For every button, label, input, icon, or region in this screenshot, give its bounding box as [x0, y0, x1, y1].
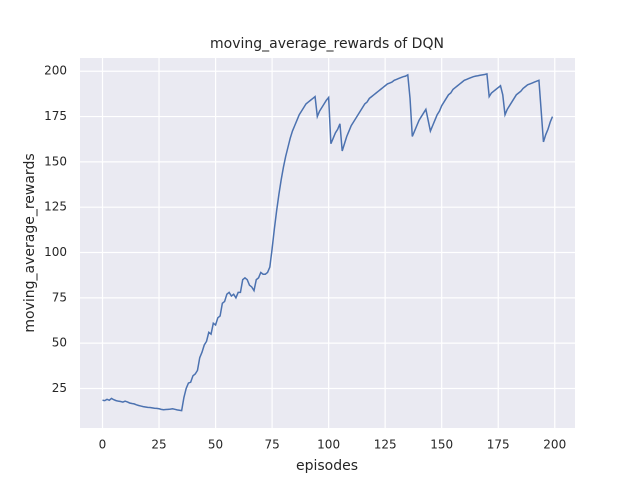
x-axis-label: episodes [296, 458, 358, 474]
y-tick-label: 25 [52, 381, 67, 395]
y-axis-label: moving_average_rewards [22, 153, 38, 332]
y-tick-label: 200 [44, 64, 67, 78]
x-tick-label: 125 [374, 438, 397, 452]
x-tick-label: 150 [430, 438, 453, 452]
x-tick-label: 200 [543, 438, 566, 452]
chart-title: moving_average_rewards of DQN [210, 36, 444, 52]
y-tick-label: 100 [44, 245, 67, 259]
plot-area [80, 58, 575, 428]
y-tick-label: 175 [44, 109, 67, 123]
y-tick-label: 75 [52, 290, 67, 304]
y-tick-label: 50 [52, 336, 67, 350]
x-tick-label: 0 [99, 438, 107, 452]
x-tick-label: 25 [151, 438, 166, 452]
y-tick-label: 150 [44, 154, 67, 168]
line [102, 73, 554, 412]
x-tick-label: 175 [487, 438, 510, 452]
x-tick-label: 75 [264, 438, 279, 452]
y-tick-label: 125 [44, 200, 67, 214]
x-tick-label: 50 [208, 438, 223, 452]
x-tick-label: 100 [317, 438, 340, 452]
